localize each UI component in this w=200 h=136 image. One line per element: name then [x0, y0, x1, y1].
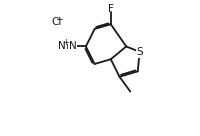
Text: N: N — [69, 41, 76, 51]
Text: N: N — [58, 41, 66, 51]
Text: −: − — [55, 14, 63, 23]
Text: +: + — [62, 38, 69, 47]
Text: S: S — [136, 47, 143, 57]
Text: F: F — [108, 4, 114, 14]
Text: Cl: Cl — [52, 17, 62, 27]
